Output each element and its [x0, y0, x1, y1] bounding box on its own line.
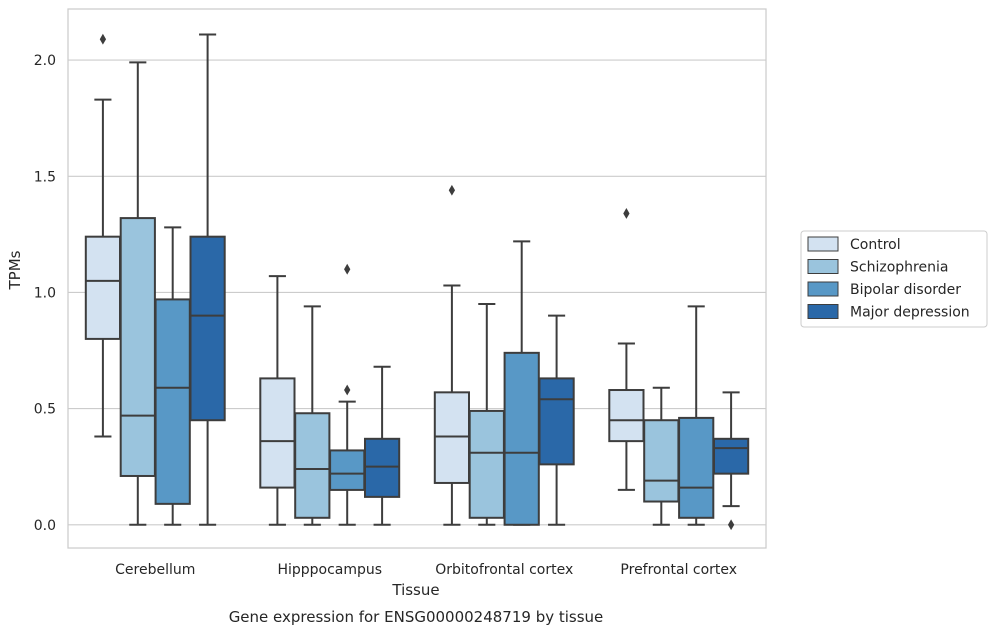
box-body: [468, 409, 505, 519]
box-body: [712, 437, 750, 475]
x-tick-label: Prefrontal cortex: [620, 562, 737, 578]
outlier-point: [623, 208, 630, 219]
y-tick-label: 1.0: [34, 285, 56, 301]
y-tick-label: 2.0: [34, 53, 56, 69]
legend-swatch: [807, 236, 839, 252]
legend-label: Schizophrenia: [850, 260, 948, 276]
box: [294, 305, 331, 526]
box-body: [119, 217, 156, 477]
box: [643, 386, 680, 526]
y-tick-label: 0.5: [34, 402, 56, 418]
legend-swatch: [807, 304, 839, 319]
box: [189, 33, 226, 526]
box-body: [189, 235, 226, 422]
x-tick-label: Hipppocampus: [277, 562, 382, 578]
box: [608, 208, 645, 491]
box: [363, 365, 401, 526]
y-tick-label: 1.5: [34, 169, 56, 185]
x-tick-label: Orbitofrontal cortex: [435, 562, 573, 578]
box: [259, 275, 296, 526]
legend-label: Control: [850, 237, 901, 253]
box-body: [678, 416, 715, 519]
box-body: [503, 351, 540, 526]
box-body: [363, 437, 401, 498]
x-tick-label: Cerebellum: [115, 562, 195, 578]
plot-frame: [67, 8, 767, 549]
legend-label: Major depression: [850, 305, 970, 321]
x-tick-labels: Cerebellum Hipppocampus Orbitofrontal cort…: [115, 562, 737, 578]
box: [538, 314, 575, 526]
box: [119, 61, 156, 526]
legend-frame: [800, 230, 988, 328]
box-body: [608, 389, 645, 443]
y-tick-labels: 0.0 0.5 1.0 1.5 2.0: [34, 53, 56, 534]
outlier-point: [344, 384, 351, 396]
outlier-point: [344, 263, 351, 275]
box: [712, 391, 750, 531]
box: [329, 263, 366, 526]
box-body: [643, 419, 680, 503]
box-body: [154, 298, 191, 505]
legend-swatch: [807, 281, 839, 297]
y-tick-label: 0.0: [34, 518, 56, 534]
box-body: [329, 449, 366, 491]
legend-label: Bipolar disorder: [850, 282, 961, 298]
box: [84, 33, 122, 438]
box: [503, 240, 540, 526]
box: [678, 305, 715, 526]
legend: Control Schizophrenia Bipolar disorder Majo…: [800, 230, 988, 328]
box-body: [84, 235, 122, 340]
chart-caption: Gene expression for ENSG00000248719 by t…: [229, 608, 604, 626]
box-body: [294, 412, 331, 519]
box-body: [433, 391, 471, 484]
outlier-point: [99, 33, 107, 45]
y-axis-label: TPMs: [6, 250, 24, 290]
x-axis-label: Tissue: [391, 581, 439, 599]
box-body: [259, 377, 296, 489]
outlier-point: [727, 519, 735, 531]
box: [154, 226, 191, 526]
box: [468, 303, 505, 526]
box-series: [84, 33, 750, 531]
box: [433, 184, 471, 526]
legend-swatch: [807, 259, 839, 274]
outlier-point: [448, 184, 456, 196]
box-body: [538, 377, 575, 466]
